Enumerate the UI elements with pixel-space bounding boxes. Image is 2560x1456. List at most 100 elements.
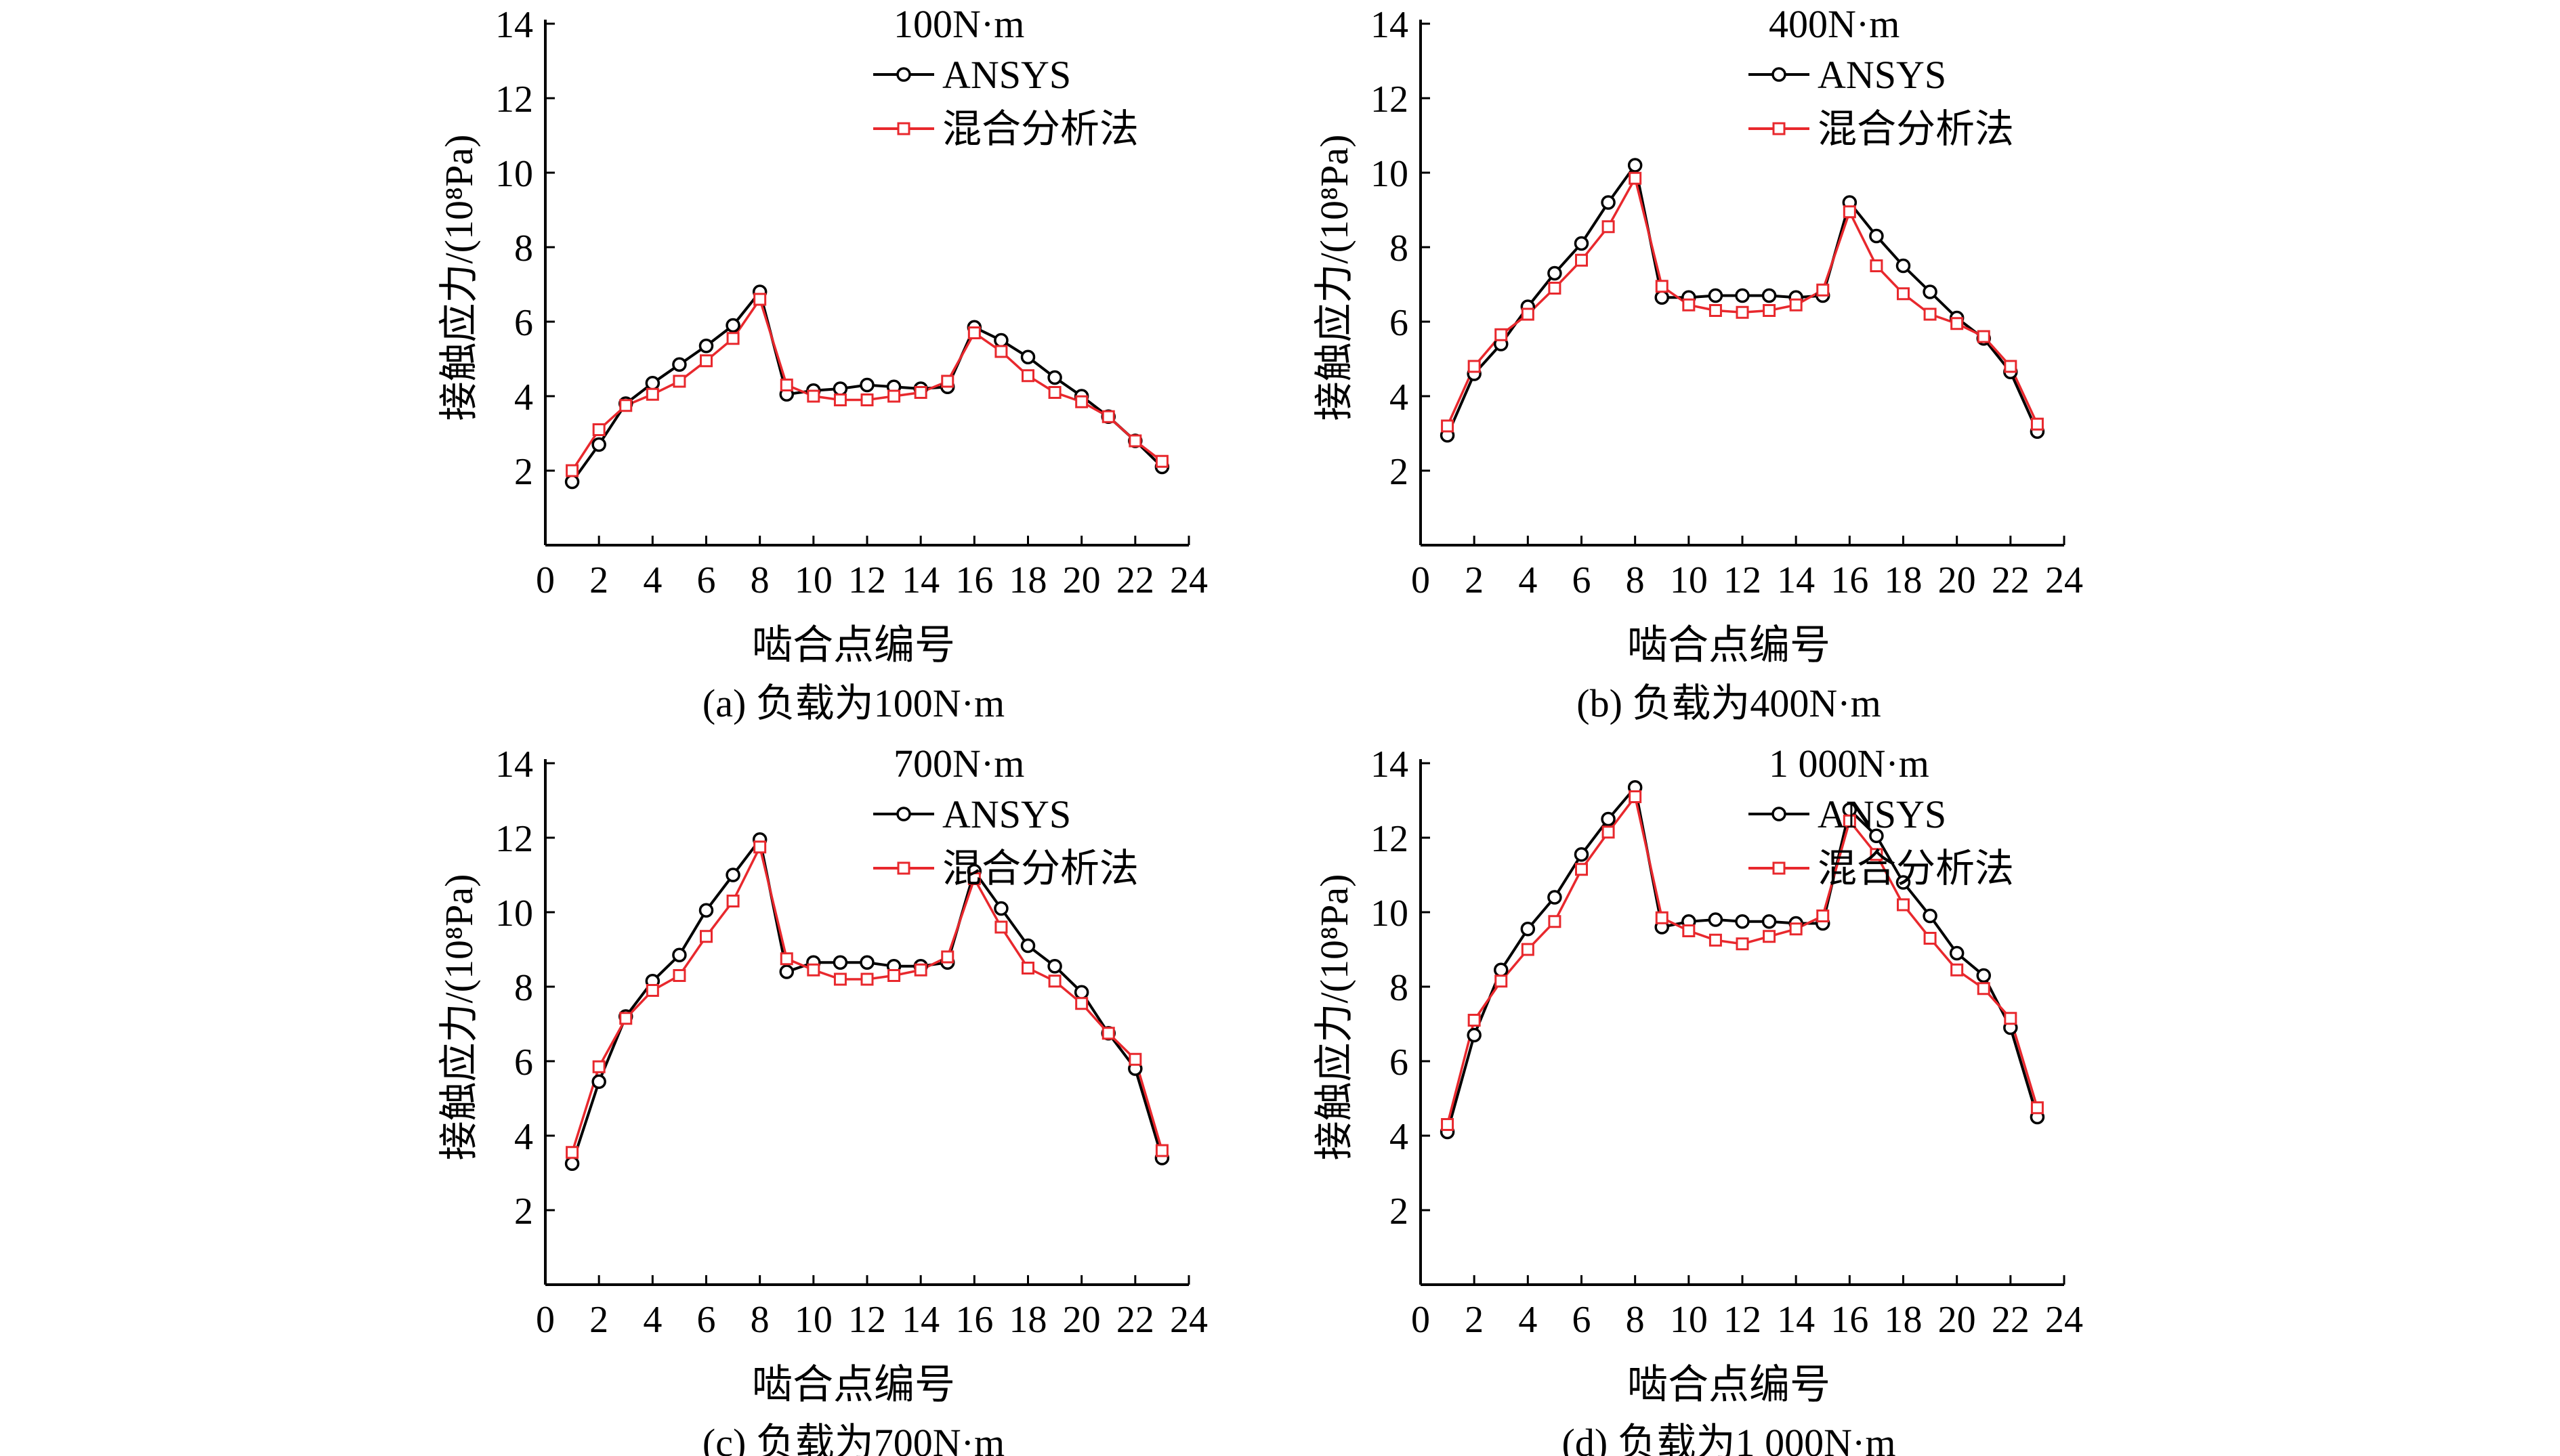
panel-caption: (a) 负载为100N·m <box>702 681 1005 725</box>
data-point-hybrid <box>566 1146 579 1159</box>
y-tick-label: 6 <box>1389 302 1408 344</box>
x-tick-label: 14 <box>902 1299 940 1341</box>
y-tick-label: 8 <box>514 967 533 1009</box>
x-tick-label: 2 <box>1465 559 1484 601</box>
y-tick-label: 10 <box>1370 153 1408 195</box>
chart-panel-d: 0 2 4 6 8 10 12 14 16 18 20 22 242468101214啮合点编号接触应力… <box>1312 742 2083 1456</box>
data-point-hybrid <box>592 423 606 436</box>
data-point-ansys <box>672 947 687 962</box>
data-point-hybrid <box>1789 922 1803 936</box>
x-tick-label: 16 <box>1830 1299 1868 1341</box>
x-tick-label: 14 <box>902 559 940 601</box>
x-tick-label: 18 <box>1885 559 1923 601</box>
data-point-ansys <box>1494 962 1509 977</box>
data-point-hybrid <box>1682 298 1696 312</box>
x-tick-label: 2 <box>589 1299 608 1341</box>
data-point-hybrid <box>2004 1012 2017 1025</box>
y-tick-label: 10 <box>495 153 533 195</box>
data-point-hybrid <box>967 872 981 885</box>
data-point-hybrid <box>1441 1118 1454 1131</box>
load-label: 700N·m <box>894 742 1024 786</box>
data-point-hybrid <box>1629 171 1642 185</box>
x-tick-label: 10 <box>795 559 833 601</box>
data-point-hybrid <box>1816 909 1830 922</box>
y-axis-title: 接触应力/(10⁸Pa) <box>1312 135 1356 421</box>
data-point-hybrid <box>2004 360 2017 373</box>
data-point-hybrid <box>1629 790 1642 803</box>
data-point-hybrid <box>2030 1101 2044 1115</box>
x-tick-label: 10 <box>795 1299 833 1341</box>
data-point-hybrid <box>726 332 740 345</box>
data-point-ansys <box>1923 908 1937 924</box>
data-point-ansys <box>1735 914 1750 929</box>
data-point-hybrid <box>887 969 901 982</box>
legend-label: 混合分析法 <box>1818 847 2014 891</box>
data-point-ansys <box>726 868 740 882</box>
data-point-hybrid <box>1048 386 1062 399</box>
data-point-hybrid <box>1763 304 1776 317</box>
data-point-hybrid <box>1843 814 1856 828</box>
x-tick-label: 4 <box>1518 559 1537 601</box>
data-point-hybrid <box>1843 205 1856 219</box>
x-tick-label: 8 <box>751 559 770 601</box>
data-point-ansys <box>564 474 580 490</box>
x-tick-label: 20 <box>1063 1299 1101 1341</box>
x-tick-label: 0 <box>536 1299 555 1341</box>
data-point-ansys <box>1761 914 1777 929</box>
data-point-hybrid <box>1923 307 1937 321</box>
series-line-hybrid <box>570 843 1164 1153</box>
data-point-ansys <box>1601 811 1616 827</box>
data-point-hybrid <box>2030 417 2044 431</box>
x-tick-label: 24 <box>2045 559 2083 601</box>
y-tick-label: 12 <box>1370 818 1408 860</box>
data-point-hybrid <box>1708 304 1722 317</box>
data-point-ansys <box>726 318 740 333</box>
data-point-ansys <box>779 964 794 979</box>
x-tick-label: 4 <box>643 1299 662 1341</box>
x-tick-label: 12 <box>848 1299 886 1341</box>
data-point-ansys <box>1949 945 1965 961</box>
y-tick-label: 12 <box>495 79 533 121</box>
y-tick-label: 2 <box>1389 451 1408 493</box>
data-point-hybrid <box>753 840 767 854</box>
legend-marker-circle <box>1771 67 1786 82</box>
data-point-hybrid <box>619 1012 633 1025</box>
data-point-hybrid <box>1763 930 1776 943</box>
data-point-ansys <box>698 903 714 918</box>
data-point-hybrid <box>780 379 793 391</box>
data-point-ansys <box>564 1156 580 1171</box>
data-point-hybrid <box>700 354 713 368</box>
data-point-hybrid <box>1950 963 1964 977</box>
x-tick-label: 10 <box>1670 1299 1708 1341</box>
data-point-ansys <box>1020 349 1036 364</box>
data-point-hybrid <box>1575 253 1588 267</box>
data-point-ansys <box>645 376 660 391</box>
y-axis-title: 接触应力/(10⁸Pa) <box>437 874 481 1161</box>
data-point-hybrid <box>1155 1144 1169 1157</box>
y-tick-label: 14 <box>495 744 533 786</box>
data-point-hybrid <box>887 389 901 403</box>
x-axis-title: 啮合点编号 <box>1627 1363 1830 1407</box>
legend-label: 混合分析法 <box>1818 107 2014 151</box>
data-point-hybrid <box>1736 305 1749 319</box>
data-point-hybrid <box>1870 848 1883 861</box>
data-point-hybrid <box>833 393 847 406</box>
data-point-hybrid <box>914 386 927 399</box>
legend-marker-square <box>897 122 910 135</box>
y-tick-label: 14 <box>1370 744 1408 786</box>
data-point-ansys <box>1708 912 1723 927</box>
data-point-hybrid <box>700 930 713 943</box>
x-tick-label: 20 <box>1063 559 1101 601</box>
data-point-ansys <box>833 381 848 396</box>
data-point-hybrid <box>1494 328 1508 341</box>
chart-panel-c: 0 2 4 6 8 10 12 14 16 18 20 22 242468101214啮合点编号接触应力… <box>437 742 1208 1456</box>
data-point-ansys <box>1547 265 1562 281</box>
y-axis-title: 接触应力/(10⁸Pa) <box>437 135 481 421</box>
x-tick-label: 24 <box>1170 559 1208 601</box>
x-tick-label: 8 <box>1626 1299 1645 1341</box>
data-point-hybrid <box>1101 1027 1115 1040</box>
x-tick-label: 2 <box>1465 1299 1484 1341</box>
x-tick-label: 0 <box>1411 559 1430 601</box>
y-tick-label: 6 <box>514 1042 533 1084</box>
